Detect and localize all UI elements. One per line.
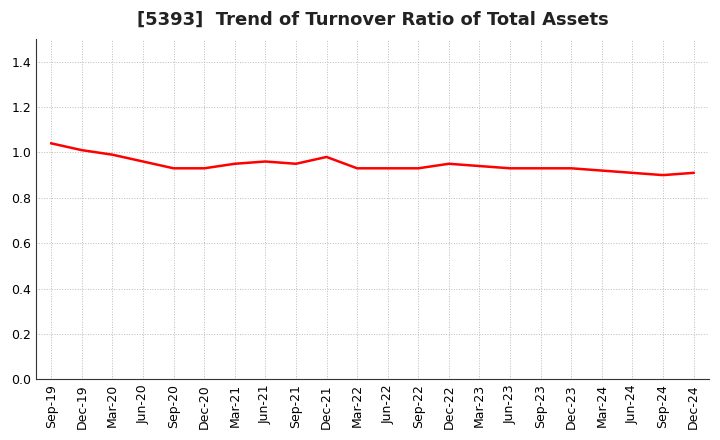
Title: [5393]  Trend of Turnover Ratio of Total Assets: [5393] Trend of Turnover Ratio of Total …	[137, 11, 608, 29]
